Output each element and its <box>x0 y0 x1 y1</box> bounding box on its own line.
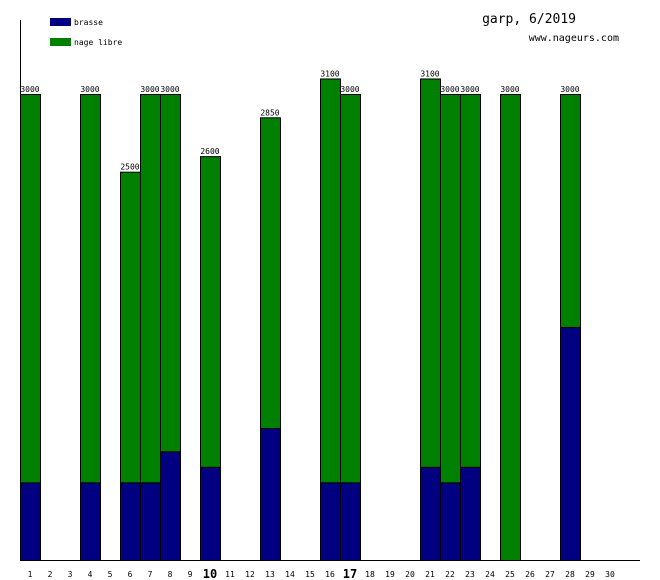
data-label-day-4: 3000 <box>80 85 99 94</box>
bar-brasse-day-17 <box>340 482 361 562</box>
data-label-day-28: 3000 <box>560 85 579 94</box>
bar-brasse-day-6 <box>120 482 141 562</box>
bar-nage-libre-day-25 <box>500 94 521 561</box>
x-tick-label-22: 22 <box>445 570 455 579</box>
legend-label-nage-libre: nage libre <box>74 38 122 47</box>
data-label-day-1: 3000 <box>20 85 39 94</box>
data-label-day-22: 3000 <box>440 85 459 94</box>
data-label-day-25: 3000 <box>500 85 519 94</box>
bar-nage-libre-day-10 <box>200 156 221 468</box>
data-label-day-21: 3100 <box>420 69 439 78</box>
data-label-day-23: 3000 <box>460 85 479 94</box>
data-label-day-13: 2850 <box>260 108 279 117</box>
x-tick-label-16: 16 <box>325 570 335 579</box>
x-tick-label-2: 2 <box>48 570 53 579</box>
legend-label-brasse: brasse <box>74 18 103 27</box>
x-tick-label-9: 9 <box>188 570 193 579</box>
bar-nage-libre-day-7 <box>140 94 161 484</box>
x-tick-label-4: 4 <box>88 570 93 579</box>
x-tick-label-29: 29 <box>585 570 595 579</box>
bar-nage-libre-day-23 <box>460 94 481 468</box>
data-label-day-10: 2600 <box>200 147 219 156</box>
bar-brasse-day-4 <box>80 482 101 562</box>
bar-brasse-day-16 <box>320 482 341 562</box>
bar-nage-libre-day-13 <box>260 117 281 429</box>
legend-swatch-brasse <box>50 18 71 26</box>
x-tick-label-26: 26 <box>525 570 535 579</box>
x-tick-label-8: 8 <box>168 570 173 579</box>
bar-nage-libre-day-22 <box>440 94 461 484</box>
x-tick-label-10: 10 <box>203 567 217 580</box>
bar-nage-libre-day-17 <box>340 94 361 484</box>
x-tick-label-18: 18 <box>365 570 375 579</box>
chart-title: garp, 6/2019 <box>482 12 576 27</box>
bar-nage-libre-day-21 <box>420 78 441 468</box>
legend-swatch-nage-libre <box>50 38 71 46</box>
x-tick-label-19: 19 <box>385 570 395 579</box>
x-tick-label-14: 14 <box>285 570 295 579</box>
bar-brasse-day-13 <box>260 427 281 562</box>
bar-brasse-day-28 <box>560 327 581 561</box>
x-tick-label-20: 20 <box>405 570 415 579</box>
bar-nage-libre-day-16 <box>320 78 341 484</box>
x-tick-label-3: 3 <box>68 570 73 579</box>
x-tick-label-1: 1 <box>28 570 33 579</box>
data-label-day-8: 3000 <box>160 85 179 94</box>
x-tick-label-30: 30 <box>605 570 615 579</box>
data-label-day-16: 3100 <box>320 69 339 78</box>
x-tick-label-27: 27 <box>545 570 555 579</box>
x-tick-label-17: 17 <box>343 567 357 580</box>
x-tick-label-7: 7 <box>148 570 153 579</box>
x-tick-label-28: 28 <box>565 570 575 579</box>
x-tick-label-21: 21 <box>425 570 435 579</box>
bar-nage-libre-day-1 <box>20 94 41 484</box>
bar-brasse-day-7 <box>140 482 161 562</box>
x-tick-label-11: 11 <box>225 570 235 579</box>
x-tick-label-5: 5 <box>108 570 113 579</box>
x-tick-label-13: 13 <box>265 570 275 579</box>
bar-brasse-day-22 <box>440 482 461 562</box>
bar-nage-libre-day-28 <box>560 94 581 328</box>
bar-brasse-day-23 <box>460 466 481 561</box>
data-label-day-7: 3000 <box>140 85 159 94</box>
bar-nage-libre-day-6 <box>120 171 141 484</box>
x-tick-label-15: 15 <box>305 570 315 579</box>
x-tick-label-12: 12 <box>245 570 255 579</box>
bar-brasse-day-10 <box>200 466 221 561</box>
bar-brasse-day-1 <box>20 482 41 562</box>
bar-nage-libre-day-4 <box>80 94 101 484</box>
x-tick-label-6: 6 <box>128 570 133 579</box>
bar-brasse-day-21 <box>420 466 441 561</box>
x-tick-label-25: 25 <box>505 570 515 579</box>
data-label-day-6: 2500 <box>120 163 139 172</box>
bar-nage-libre-day-8 <box>160 94 181 453</box>
x-tick-label-24: 24 <box>485 570 495 579</box>
chart-subtitle: www.nageurs.com <box>529 33 619 44</box>
data-label-day-17: 3000 <box>340 85 359 94</box>
bar-brasse-day-8 <box>160 451 181 561</box>
x-tick-label-23: 23 <box>465 570 475 579</box>
